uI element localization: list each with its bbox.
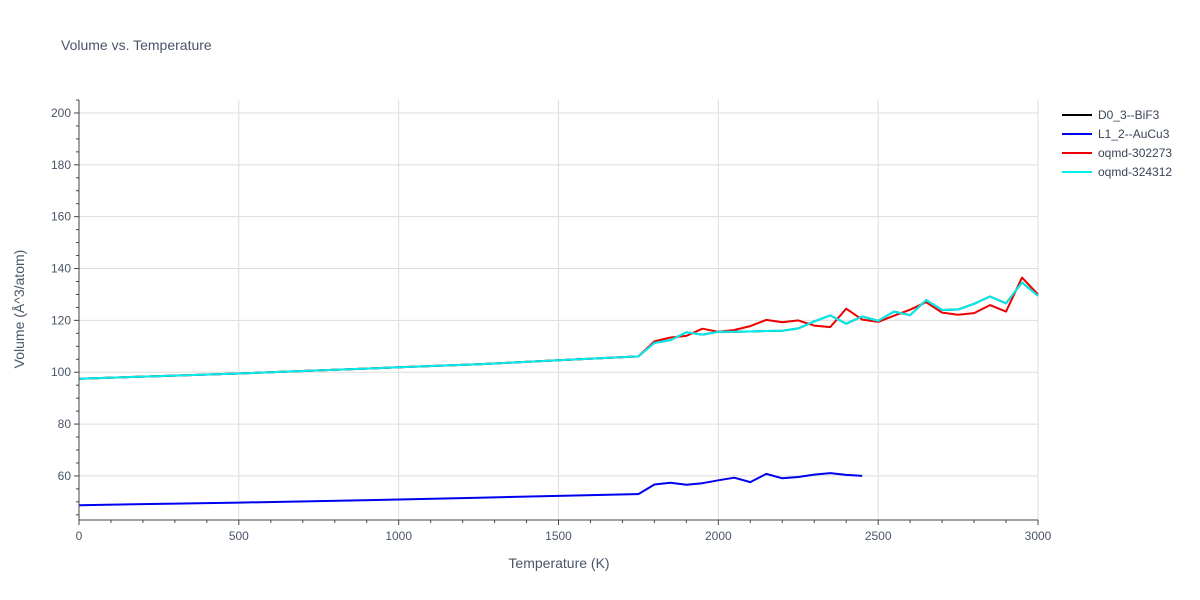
y-tick-label: 60 [58, 469, 72, 483]
y-tick-label: 80 [58, 417, 72, 431]
legend-item[interactable]: oqmd-324312 [1062, 165, 1172, 179]
y-tick-label: 100 [51, 365, 71, 379]
legend-item[interactable]: oqmd-302273 [1062, 146, 1172, 160]
series-line-oqmd-324312[interactable] [78, 281, 1039, 380]
y-tick-label: 200 [51, 106, 71, 120]
y-tick-label: 140 [51, 262, 71, 276]
legend-label: L1_2--AuCu3 [1098, 127, 1170, 141]
x-axis-label: Temperature (K) [508, 555, 609, 571]
x-tick-label: 1500 [545, 529, 572, 543]
legend-label: oqmd-302273 [1098, 146, 1172, 160]
grid-layer [79, 100, 1039, 520]
x-tick-label: 2500 [865, 529, 892, 543]
legend-item[interactable]: L1_2--AuCu3 [1062, 127, 1170, 141]
x-tick-label: 2000 [705, 529, 732, 543]
y-tick-label: 120 [51, 313, 71, 327]
axes-layer: 0 500 1000 1500 2000 2500 3000 60 80 100 120 140 160… [51, 99, 1052, 543]
x-tick-label: 0 [76, 529, 83, 543]
y-axis-label: Volume (Å^3/atom) [11, 250, 27, 369]
legend[interactable]: D0_3--BiF3 L1_2--AuCu3 oqmd-302273 oqmd-324… [1062, 108, 1172, 179]
series-layer [78, 276, 1039, 507]
x-tick-label: 3000 [1025, 529, 1052, 543]
x-tick-label: 1000 [385, 529, 412, 543]
legend-label: D0_3--BiF3 [1098, 108, 1160, 122]
y-tick-label: 180 [51, 158, 71, 172]
chart-title: Volume vs. Temperature [61, 37, 212, 53]
legend-item[interactable]: D0_3--BiF3 [1062, 108, 1160, 122]
series-line-L1_2--AuCu3[interactable] [78, 472, 863, 507]
x-tick-label: 500 [229, 529, 249, 543]
legend-label: oqmd-324312 [1098, 165, 1172, 179]
y-tick-label: 160 [51, 210, 71, 224]
